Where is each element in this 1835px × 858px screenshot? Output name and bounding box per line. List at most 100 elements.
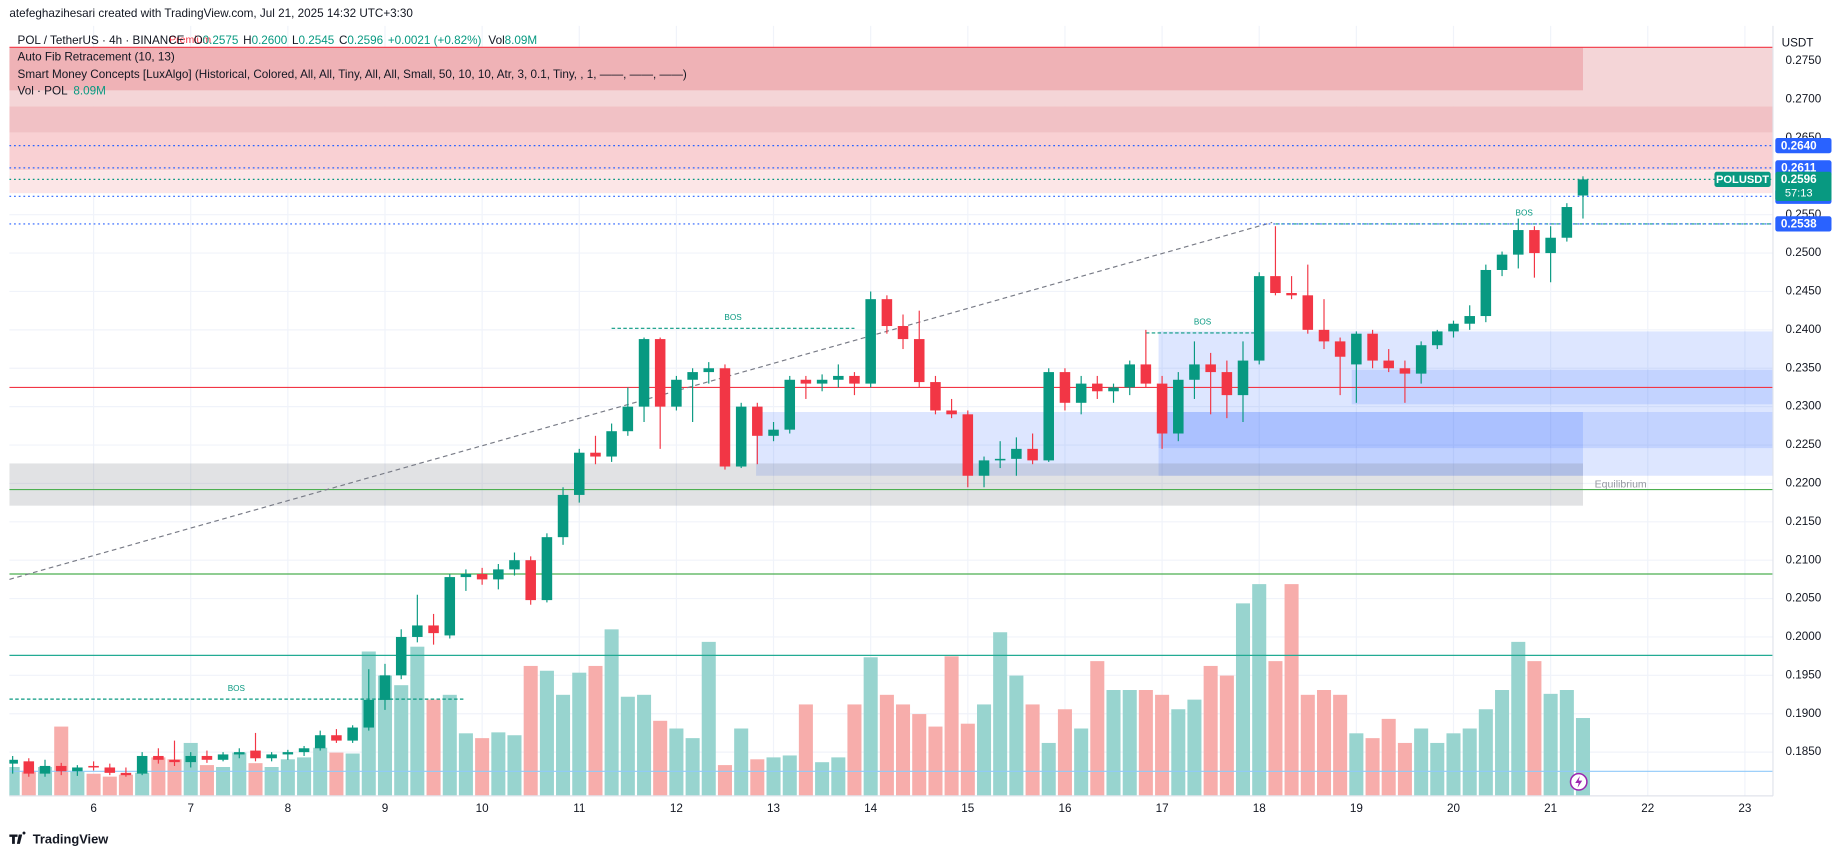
- x-tick-label: 20: [1447, 802, 1460, 815]
- volume-bar: [394, 685, 409, 796]
- zone-label: Premium: [169, 34, 211, 46]
- volume-bar: [1025, 704, 1040, 796]
- volume-bar: [815, 762, 830, 796]
- x-tick-label: 18: [1253, 802, 1266, 815]
- indicator: Auto Fib Retracement (10, 13): [18, 51, 175, 64]
- x-tick-label: 13: [767, 802, 780, 815]
- volume-bar: [1155, 694, 1170, 796]
- volume-bar: [248, 763, 263, 796]
- candle-body: [557, 494, 569, 538]
- volume-bar: [1074, 728, 1089, 796]
- candle-body: [1545, 237, 1556, 254]
- candle-body: [395, 636, 407, 676]
- candle-body: [1075, 383, 1087, 403]
- candle-body: [282, 752, 294, 755]
- candle-body: [930, 382, 941, 411]
- volume-bar: [1041, 742, 1056, 796]
- x-tick-label: 22: [1641, 802, 1654, 815]
- volume-bar: [1138, 690, 1153, 796]
- price-label: 0.2538: [1781, 218, 1817, 231]
- volume-bar: [1106, 690, 1121, 796]
- candle-body: [671, 379, 682, 407]
- x-tick-label: 12: [670, 802, 683, 815]
- candle-body: [800, 379, 812, 384]
- candle-body: [1513, 230, 1524, 255]
- volume-bar: [118, 774, 133, 796]
- x-tick-label: 16: [1058, 802, 1071, 815]
- candle-body: [55, 765, 67, 772]
- volume-bar: [734, 728, 749, 796]
- candle-body: [1302, 295, 1314, 330]
- volume-bar: [1203, 665, 1218, 796]
- candle-body: [638, 339, 650, 407]
- candle-body: [493, 569, 504, 580]
- volume-bar: [151, 757, 166, 796]
- volume-bar: [1414, 728, 1429, 796]
- candle-body: [314, 735, 326, 749]
- volume-bar: [1527, 661, 1542, 796]
- candle-body: [768, 429, 779, 436]
- volume-bar: [669, 728, 684, 796]
- vol-name: Vol · POL: [18, 84, 69, 97]
- volume-bar: [588, 665, 603, 796]
- x-tick-label: 7: [187, 802, 194, 815]
- volume-bar: [1349, 733, 1364, 796]
- candle-body: [1367, 333, 1378, 361]
- volume-bar: [1381, 718, 1396, 796]
- volume-bar: [507, 735, 522, 796]
- volume-bar: [491, 732, 506, 796]
- volume-bar: [1235, 603, 1251, 796]
- volume-bar: [345, 753, 360, 796]
- candle-body: [606, 431, 617, 457]
- volume-bar: [1187, 699, 1202, 796]
- candle-body: [849, 375, 860, 384]
- change: +0.0021 (+0.82%): [388, 34, 482, 47]
- y-tick-label: 0.2250: [1786, 438, 1822, 451]
- candle-body: [573, 452, 585, 495]
- ohlc-key: H: [243, 34, 251, 47]
- ohlc-value: 0.2600: [252, 34, 288, 47]
- candle-body: [833, 375, 844, 380]
- candle-body: [363, 699, 375, 728]
- candle-body: [509, 560, 520, 570]
- volume-bar: [556, 694, 571, 796]
- candle-body: [735, 406, 747, 467]
- volume-bar: [928, 726, 943, 796]
- x-tick-label: 23: [1738, 802, 1751, 815]
- candle-body: [9, 759, 18, 764]
- candle-body: [752, 406, 763, 436]
- volume-bar: [37, 767, 53, 796]
- volume-bar: [199, 765, 214, 796]
- candle-body: [962, 414, 974, 476]
- alert-icon[interactable]: [1569, 772, 1588, 791]
- volume-bar: [1365, 738, 1380, 796]
- zone: [1158, 412, 1773, 449]
- volume-bar: [426, 699, 441, 796]
- candle-body: [153, 755, 164, 760]
- volume-bar: [620, 696, 635, 796]
- y-tick-label: 0.2000: [1786, 630, 1822, 643]
- price-label-box: [1775, 160, 1832, 176]
- candle-body: [104, 767, 116, 773]
- price-label-box: [1775, 137, 1832, 154]
- candle-body: [1432, 331, 1443, 346]
- volume-bar: [475, 738, 490, 796]
- y-tick-label: 0.2150: [1786, 515, 1822, 528]
- bos-label: BOS: [1194, 318, 1212, 327]
- volume-bar: [297, 757, 312, 796]
- symbol-tag: POLUSDT: [1716, 174, 1769, 186]
- candle-body: [1399, 368, 1411, 374]
- candle-body: [525, 560, 536, 601]
- candle-body: [266, 754, 277, 759]
- candle-body: [1270, 276, 1281, 294]
- volume-bar: [70, 771, 85, 796]
- volume-bar: [442, 694, 457, 796]
- y-tick-label: 0.1900: [1786, 707, 1822, 720]
- volume-bar: [1430, 742, 1445, 796]
- candle-body: [250, 750, 261, 759]
- volume-bar: [264, 767, 279, 796]
- volume-bar: [993, 632, 1008, 796]
- candle-body: [476, 574, 488, 580]
- candle-body: [428, 625, 439, 634]
